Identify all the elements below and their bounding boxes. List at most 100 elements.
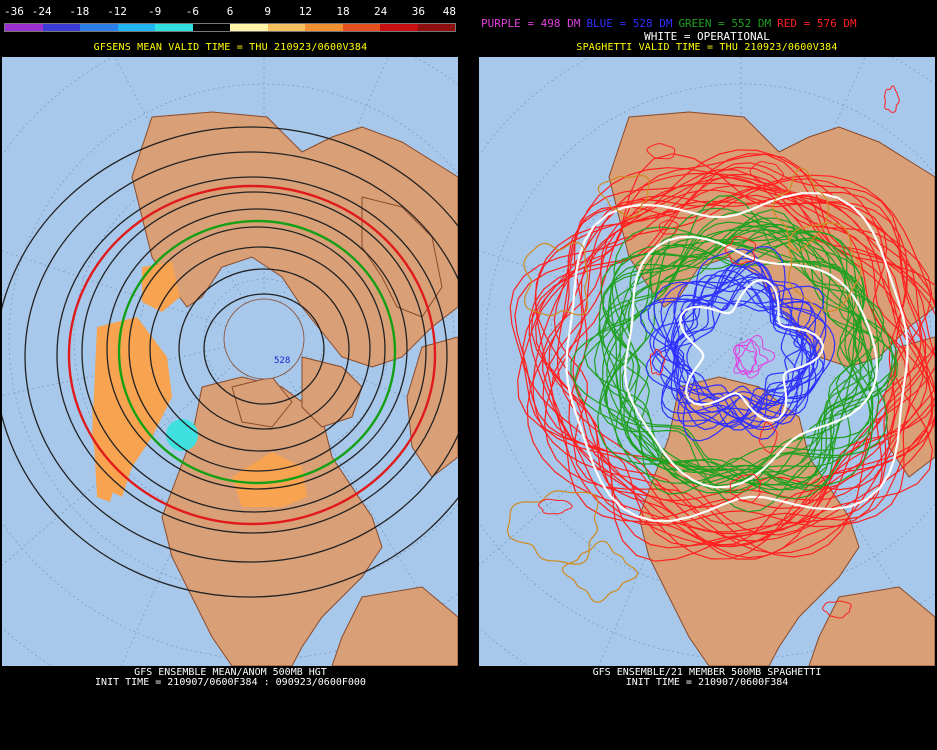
anomaly-color-legend: -36 -24 -18 -12 -9 -6 6 9 12 18 24 36 48: [4, 4, 456, 34]
legend-swatch: [380, 24, 418, 31]
legend-label: 9: [264, 5, 271, 18]
spaghetti-contour: [601, 224, 859, 479]
spaghetti-contour: [686, 262, 817, 413]
spaghetti-contour: [598, 195, 862, 495]
spaghetti-contour: [675, 265, 808, 419]
spaghetti-map: [479, 57, 935, 666]
spaghetti-contour: [514, 153, 935, 547]
spaghetti-contour: [646, 143, 676, 160]
spaghetti-contour: [653, 246, 826, 425]
spaghetti-contour: [532, 178, 912, 554]
spaghetti-contour: [561, 540, 639, 603]
spaghetti-contour: [647, 257, 827, 428]
pole-water: [223, 298, 305, 380]
spaghetti-contour: [530, 185, 934, 548]
spaghetti-contour: [574, 229, 874, 500]
legend-swatch: [155, 24, 193, 31]
spaghetti-contour: [660, 274, 816, 427]
spaghetti-contour: [597, 174, 650, 218]
legend-label: -9: [148, 5, 162, 18]
legend-swatch: [230, 24, 268, 31]
spaghetti-legend-item: GREEN = 552 DM: [678, 17, 772, 30]
spaghetti-contour: [772, 167, 829, 252]
spaghetti-contour: [664, 280, 804, 407]
spaghetti-contour: [541, 162, 927, 546]
spaghetti-map-svg: [479, 57, 935, 666]
spaghetti-contour: [593, 237, 865, 513]
africa-land: [406, 336, 458, 478]
legend-label: 18: [336, 5, 350, 18]
spaghetti-contour: [788, 222, 862, 313]
spaghetti-footer-title: GFS ENSEMBLE/21 MEMBER 500MB SPAGHETTI: [592, 667, 822, 678]
spaghetti-contour: [534, 194, 935, 525]
spaghetti-contour: [822, 600, 852, 619]
operational-legend: WHITE = OPERATIONAL: [644, 30, 770, 43]
positive-anomaly-atlantic: [232, 452, 307, 507]
panel-divider: [461, 0, 477, 750]
spaghetti-legend-item: PURPLE = 498 DM: [481, 17, 581, 30]
ensemble-mean-panel: -36 -24 -18 -12 -9 -6 6 9 12 18 24 36 48 GFSENS MEAN…: [0, 0, 461, 750]
spaghetti-contour: [672, 284, 803, 442]
legend-color-bar: [4, 23, 456, 32]
spaghetti-contour: [732, 334, 776, 373]
spaghetti-contour: [658, 219, 679, 235]
legend-label: -24: [31, 5, 52, 18]
legend-label: 6: [226, 5, 234, 18]
legend-swatch: [5, 24, 43, 31]
spaghetti-contour: [724, 235, 757, 265]
contour-576-red: [67, 184, 437, 526]
spaghetti-contour: [507, 490, 599, 565]
land-masses: [131, 111, 458, 666]
legend-swatch: [117, 24, 155, 31]
positive-anomaly-aleutian: [142, 262, 180, 312]
spaghetti-contour: [884, 85, 900, 113]
mean-valid-time: GFSENS MEAN VALID TIME = THU 210923/0600…: [93, 42, 368, 53]
legend-swatch: [80, 24, 118, 31]
spaghetti-footer-init-time: INIT TIME = 210907/0600F384: [625, 677, 789, 688]
spaghetti-contour: [523, 241, 589, 317]
contour-552-green: [117, 219, 397, 485]
spaghetti-contour: [759, 421, 778, 454]
legend-swatch: [305, 24, 343, 31]
legend-swatch: [417, 24, 455, 31]
spaghetti-contour: [606, 207, 880, 474]
spaghetti-contour: [597, 229, 885, 471]
spaghetti-contour: [645, 281, 812, 405]
spaghetti-contour: [537, 498, 573, 515]
spaghetti-contour: [624, 235, 879, 489]
height-contours: [2, 126, 458, 598]
legend-swatch: [342, 24, 380, 31]
spaghetti-panel: PURPLE = 498 DM BLUE = 528 DM GREEN = 552 …: [477, 0, 937, 750]
spaghetti-contour: [565, 192, 909, 522]
greenland-land: [301, 356, 363, 428]
legend-swatch: [42, 24, 80, 31]
legend-label: 12: [298, 5, 312, 18]
mean-map-svg: 528: [2, 57, 458, 666]
legend-label: -12: [107, 5, 127, 18]
spaghetti-contour: [729, 473, 762, 503]
spaghetti-contour: [678, 278, 825, 422]
spaghetti-legend-item: RED = 576 DM: [777, 17, 857, 30]
spaghetti-contours: [507, 85, 935, 619]
legend-label: -18: [69, 5, 90, 18]
spaghetti-contour: [600, 223, 889, 487]
spaghetti-contour: [733, 340, 769, 379]
legend-label: -36: [4, 5, 24, 18]
spaghetti-contour: [619, 238, 897, 491]
spaghetti-contour: [749, 161, 784, 186]
legend-labels: -36 -24 -18 -12 -9 -6 6 9 12 18 24 36 48: [4, 4, 456, 20]
legend-label: 24: [374, 5, 388, 18]
legend-label: 48: [442, 5, 456, 18]
ensemble-mean-map: 528: [2, 57, 458, 666]
legend-swatch: [192, 24, 230, 31]
negative-anomaly: [166, 419, 198, 451]
spaghetti-valid-time: SPAGHETTI VALID TIME = THU 210923/0600V3…: [576, 42, 838, 53]
south-america-land: [331, 586, 458, 666]
spaghetti-contour: [534, 189, 908, 559]
spaghetti-legend-line: PURPLE = 498 DM BLUE = 528 DM GREEN = 552 …: [481, 18, 933, 30]
mean-footer-title: GFS ENSEMBLE MEAN/ANOM 500MB HGT: [134, 667, 327, 678]
spaghetti-contour: [509, 191, 922, 533]
legend-label: 36: [411, 5, 425, 18]
legend-label: -6: [185, 5, 199, 18]
spaghetti-legend-item: BLUE = 528 DM: [586, 17, 673, 30]
